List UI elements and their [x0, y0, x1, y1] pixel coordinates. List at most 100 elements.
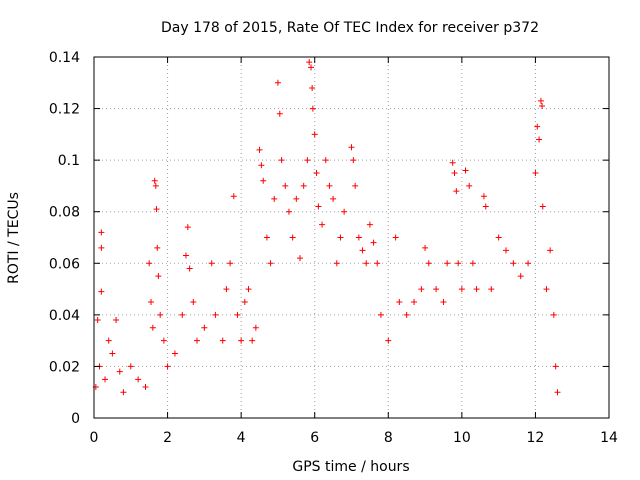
data-point — [223, 286, 230, 293]
data-point — [300, 182, 307, 189]
data-point — [179, 311, 186, 318]
data-point — [510, 260, 517, 267]
data-point — [208, 260, 215, 267]
data-point — [245, 286, 252, 293]
data-point — [160, 337, 167, 344]
data-point — [422, 244, 429, 251]
data-point — [304, 157, 311, 164]
x-tick-label: 8 — [384, 430, 393, 446]
data-point — [311, 131, 318, 138]
data-point — [377, 311, 384, 318]
axis-ticks: 0 2 4 6 8 10 12 14 0 0.02 0.04 0.06 0.08 0.1 0.12 0.14 — [49, 50, 618, 446]
data-point — [113, 317, 120, 324]
data-point — [293, 195, 300, 202]
data-point — [267, 260, 274, 267]
data-point — [227, 260, 234, 267]
data-point — [550, 311, 557, 318]
data-point — [102, 376, 109, 383]
data-point — [370, 239, 377, 246]
data-point — [194, 337, 200, 344]
data-point — [249, 337, 256, 344]
data-point — [157, 311, 164, 318]
data-point — [333, 260, 340, 267]
data-point — [449, 159, 456, 166]
data-point — [326, 182, 333, 189]
data-point — [455, 260, 462, 267]
data-point — [517, 273, 524, 280]
data-point — [539, 203, 546, 210]
data-point — [278, 157, 285, 164]
data-point — [433, 286, 440, 293]
data-point — [297, 255, 303, 262]
data-point — [425, 260, 432, 267]
x-tick-label: 12 — [527, 430, 545, 446]
data-point — [149, 324, 156, 331]
data-point — [385, 337, 392, 344]
data-point — [418, 286, 425, 293]
y-tick-label: 0.02 — [49, 359, 80, 375]
data-point — [230, 193, 237, 200]
data-point — [322, 157, 329, 164]
data-point — [495, 234, 502, 241]
data-point — [444, 260, 451, 267]
data-point — [151, 177, 158, 184]
data-point — [337, 234, 344, 241]
data-point — [366, 221, 373, 228]
data-point — [451, 170, 458, 177]
grid-lines — [94, 57, 609, 418]
y-tick-label: 0.06 — [49, 256, 80, 272]
data-point — [348, 144, 355, 151]
x-tick-label: 4 — [237, 430, 246, 446]
data-point — [116, 368, 123, 375]
data-point — [127, 363, 134, 370]
data-point — [462, 167, 469, 174]
data-point — [308, 64, 315, 71]
data-point — [135, 376, 142, 383]
data-point — [534, 123, 541, 130]
data-point — [274, 79, 281, 86]
data-point — [171, 350, 178, 357]
data-point — [190, 298, 197, 305]
data-point — [219, 337, 226, 344]
data-point — [473, 286, 480, 293]
y-tick-label: 0.08 — [49, 205, 80, 221]
y-axis-label: ROTI / TECUs — [6, 192, 22, 284]
data-point — [164, 363, 171, 370]
data-point — [186, 265, 193, 272]
data-point — [403, 311, 410, 318]
data-point — [319, 221, 326, 228]
data-point — [458, 286, 465, 293]
data-point — [282, 182, 289, 189]
y-tick-label: 0.04 — [49, 308, 80, 324]
data-point — [212, 311, 219, 318]
data-point — [98, 288, 105, 295]
data-point — [260, 177, 267, 184]
data-point — [363, 260, 370, 267]
data-point — [547, 247, 554, 254]
data-point — [271, 195, 278, 202]
data-point — [536, 136, 543, 143]
y-tick-label: 0.12 — [49, 102, 80, 118]
data-point — [309, 84, 316, 91]
plot-frame — [93, 56, 610, 419]
data-point — [201, 324, 208, 331]
data-point — [341, 208, 348, 215]
data-point — [105, 337, 112, 344]
x-tick-label: 2 — [163, 430, 172, 446]
data-point — [554, 389, 561, 396]
data-point — [256, 146, 263, 153]
data-point — [466, 182, 473, 189]
data-point — [306, 59, 313, 66]
data-point — [359, 247, 366, 254]
chart-title: Day 178 of 2015, Rate Of TEC Index for r… — [161, 20, 539, 36]
data-point — [182, 252, 189, 259]
x-tick-label: 0 — [90, 430, 99, 446]
data-point — [453, 188, 460, 195]
data-point — [537, 97, 544, 104]
data-point — [241, 298, 248, 305]
data-point — [488, 286, 495, 293]
data-points — [92, 59, 561, 396]
data-point — [543, 286, 550, 293]
data-point — [552, 363, 559, 370]
